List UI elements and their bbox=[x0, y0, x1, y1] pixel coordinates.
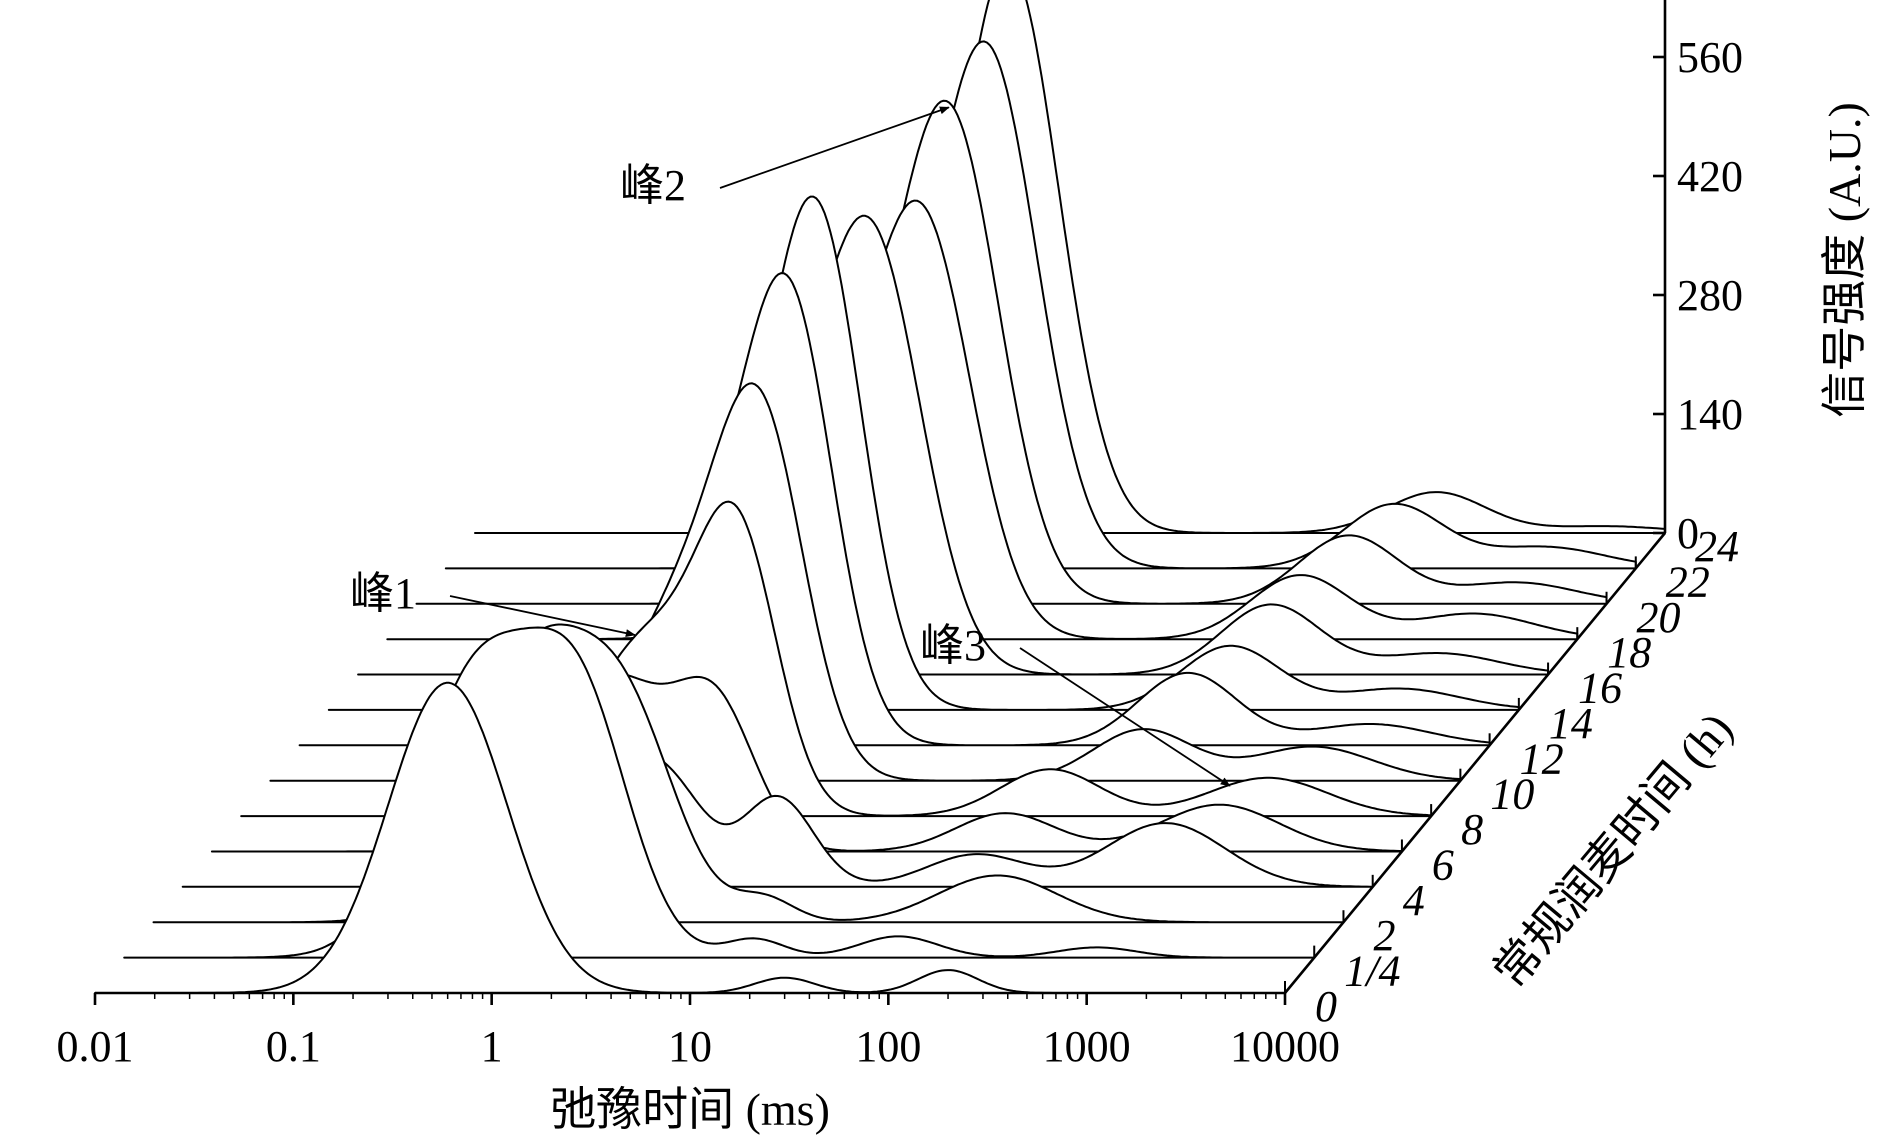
depth-tick-label: 14 bbox=[1549, 699, 1593, 748]
annotation-label: 峰1 bbox=[350, 569, 416, 618]
x-tick-label: 10000 bbox=[1230, 1022, 1340, 1071]
depth-tick-label: 6 bbox=[1432, 840, 1454, 889]
annotation-arrow bbox=[719, 106, 950, 189]
annotation-arrow bbox=[449, 595, 636, 638]
depth-tick-label: 20 bbox=[1637, 593, 1681, 642]
x-tick-label: 0.1 bbox=[266, 1022, 321, 1071]
series-traces bbox=[94, 0, 1666, 994]
depth-tick-label: 18 bbox=[1607, 628, 1651, 677]
depth-tick-label: 4 bbox=[1403, 876, 1425, 925]
series-20-trace bbox=[415, 99, 1608, 605]
y-tick-label: 560 bbox=[1677, 33, 1743, 82]
x-tick-label: 10 bbox=[668, 1022, 712, 1071]
annotation-label: 峰3 bbox=[920, 621, 986, 670]
x-tick-label: 1 bbox=[481, 1022, 503, 1071]
depth-tick-label: 22 bbox=[1666, 557, 1710, 606]
y-axis-title: 信号强度 (A.U.) bbox=[1819, 102, 1870, 418]
depth-tick-label: 10 bbox=[1490, 770, 1534, 819]
depth-tick-label: 1/4 bbox=[1344, 947, 1400, 996]
depth-tick-label: 24 bbox=[1695, 522, 1739, 571]
series-22-trace bbox=[444, 40, 1637, 570]
x-tick-label: 1000 bbox=[1043, 1022, 1131, 1071]
x-tick-label: 100 bbox=[855, 1022, 921, 1071]
depth-tick-label: 8 bbox=[1461, 805, 1483, 854]
axes: 0.01 0.1 1 10 100 1000 1000001/424681012141618… bbox=[57, 0, 1743, 1071]
x-axis-title: 弛豫时间 (ms) bbox=[550, 1084, 830, 1135]
y-tick-label: 0 bbox=[1677, 509, 1699, 558]
depth-tick-label: 0 bbox=[1315, 982, 1337, 1031]
depth-tick-label: 12 bbox=[1520, 734, 1564, 783]
depth-tick-label: 2 bbox=[1373, 911, 1395, 960]
depth-axis-line bbox=[1283, 532, 1667, 994]
y-tick-label: 140 bbox=[1677, 390, 1743, 439]
series-24-trace bbox=[474, 0, 1666, 534]
y-tick-label: 280 bbox=[1677, 271, 1743, 320]
annotations: 峰1 峰2 峰3 bbox=[350, 106, 1231, 787]
x-tick-label: 0.01 bbox=[57, 1022, 134, 1071]
annotation-label: 峰2 bbox=[620, 161, 686, 210]
y-tick-label: 420 bbox=[1677, 152, 1743, 201]
annotation-arrow bbox=[1019, 647, 1231, 787]
depth-tick-label: 16 bbox=[1578, 664, 1622, 713]
